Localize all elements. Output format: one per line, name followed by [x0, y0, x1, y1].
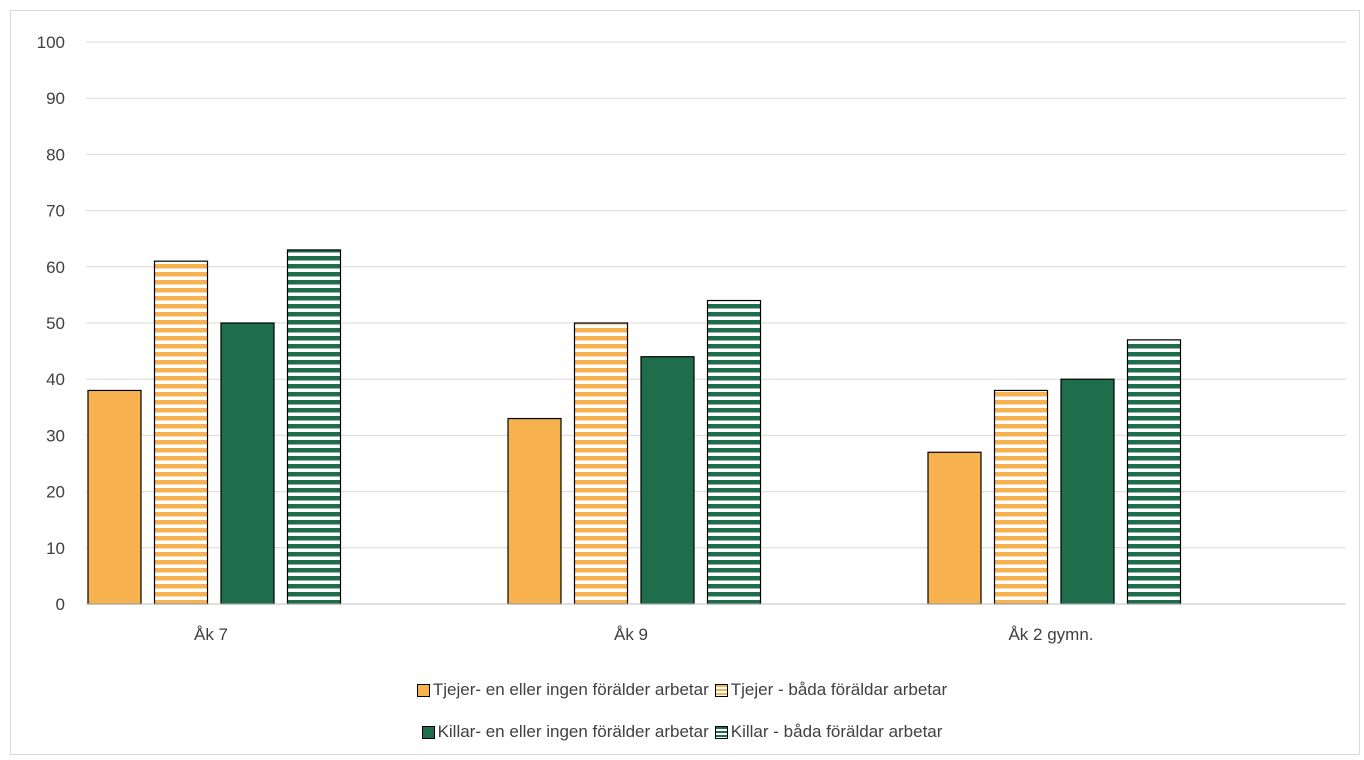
legend-swatch-tjejer-en-eller-ingen	[416, 683, 430, 697]
legend-row-2: Killar- en eller ingen förälder arbetar …	[0, 722, 1364, 742]
y-tick-label: 30	[46, 426, 65, 445]
bar	[1126, 339, 1182, 605]
legend-item: Tjejer - båda föräldar arbetar	[714, 680, 948, 700]
bar	[706, 299, 762, 605]
bar	[87, 389, 142, 605]
legend-item: Tjejer- en eller ingen förälder arbetar	[416, 680, 709, 700]
bar	[927, 451, 982, 605]
y-tick-label: 80	[46, 145, 65, 164]
x-tick-label: Åk 9	[614, 625, 648, 644]
x-axis-tick-labels: Åk 7 Åk 9 Åk 2 gymn.	[194, 625, 1094, 644]
y-tick-label: 0	[56, 595, 65, 614]
y-tick-label: 20	[46, 483, 65, 502]
legend-swatch-tjejer-bada	[714, 683, 728, 697]
bar	[286, 249, 342, 605]
legend-label: Tjejer - båda föräldar arbetar	[730, 680, 948, 699]
legend-item: Killar- en eller ingen förälder arbetar	[421, 722, 709, 742]
y-axis-tick-labels: 0 10 20 30 40 50 60 70 80 90 100	[37, 33, 65, 614]
x-tick-label: Åk 7	[194, 625, 228, 644]
y-tick-label: 40	[46, 370, 65, 389]
legend-swatch-killar-bada	[714, 725, 728, 739]
bar	[153, 260, 209, 605]
bar	[507, 417, 562, 605]
bar	[220, 322, 275, 605]
legend-label: Killar- en eller ingen förälder arbetar	[437, 722, 709, 741]
y-tick-label: 60	[46, 258, 65, 277]
legend-label: Killar - båda föräldar arbetar	[730, 722, 943, 741]
y-tick-label: 50	[46, 314, 65, 333]
legend-item: Killar - båda föräldar arbetar	[714, 722, 943, 742]
y-tick-label: 10	[46, 539, 65, 558]
legend-swatch-killar-en-eller-ingen	[421, 725, 435, 739]
legend-label: Tjejer- en eller ingen förälder arbetar	[432, 680, 709, 699]
x-tick-label: Åk 2 gymn.	[1008, 625, 1093, 644]
bar	[1060, 378, 1115, 605]
y-tick-label: 70	[46, 202, 65, 221]
bar	[993, 389, 1049, 605]
bar	[640, 356, 695, 605]
bars	[87, 249, 1182, 605]
bar	[573, 322, 629, 605]
y-tick-label: 90	[46, 89, 65, 108]
legend-row-1: Tjejer- en eller ingen förälder arbetar …	[0, 680, 1364, 700]
y-tick-label: 100	[37, 33, 65, 52]
